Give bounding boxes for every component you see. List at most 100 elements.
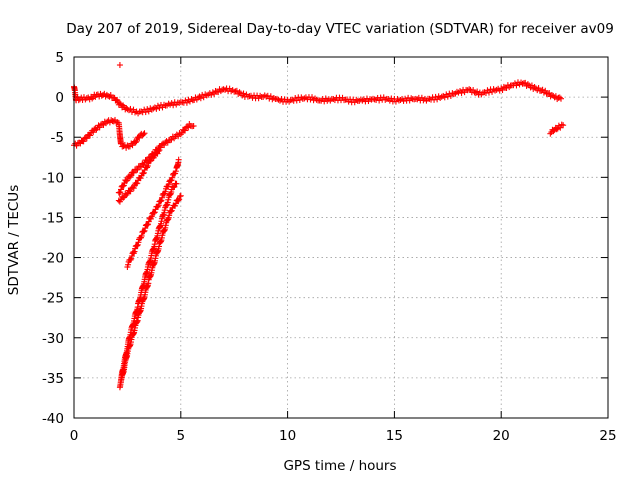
point-descending-arc-2 [120,194,127,201]
point-lower-band [96,124,103,131]
point-descending-arc-2 [123,192,130,199]
point-upper-band [96,93,103,100]
point-upper-band [522,79,529,86]
point-lower-band [140,131,147,138]
point-descending-arc-3 [127,256,134,263]
point-lower-band [104,118,111,125]
point-descending-arc-5 [168,207,175,214]
point-descending-arc-3 [155,202,162,209]
point-upper-band [153,105,160,112]
point-lower-band [132,139,139,146]
point-descending-arc-3 [162,188,169,195]
y-tick-label: -15 [42,210,64,226]
point-upper-band [535,85,542,92]
point-late-segment [553,126,560,133]
point-descending-arc-3 [125,261,132,268]
point-descending-arc-3 [175,156,182,163]
point-upper-band [170,102,177,109]
y-tick-label: -40 [42,411,64,427]
point-descending-arc-4 [171,183,178,190]
point-upper-band [471,89,478,96]
point-descending-arc-3 [130,249,137,256]
point-descending-arc-2 [134,180,141,187]
grid-lines [74,57,608,418]
point-descending-arc-1 [116,189,123,196]
point-upper-band [267,93,274,100]
point-descending-arc-1 [123,178,130,185]
point-descending-arc-2 [156,147,163,154]
x-tick-label: 20 [493,428,510,444]
point-late-segment [558,121,565,128]
point-descending-arc-3 [151,209,158,216]
point-descending-arc-1 [182,127,189,134]
point-outlier [116,62,123,69]
point-lower-band [126,143,133,150]
point-descending-arc-2 [130,185,137,192]
point-upper-band [195,94,202,101]
point-descending-arc-4 [173,180,180,187]
point-lower-band [90,129,97,136]
y-axis-label: SDTVAR / TECUs [6,185,22,295]
data-points [71,62,567,391]
point-descending-arc-3 [144,221,151,228]
point-descending-arc-5 [167,208,174,215]
point-upper-band [500,83,507,90]
point-descending-arc-2 [147,157,154,164]
point-upper-band [236,89,243,96]
point-descending-arc-3 [135,239,142,246]
point-upper-band [556,94,563,101]
point-descending-arc-1 [190,122,197,129]
point-descending-arc-2 [155,148,162,155]
point-descending-arc-1 [127,174,134,181]
point-lower-band [136,134,143,141]
point-upper-band [485,89,492,96]
point-descending-arc-1 [168,136,175,143]
point-descending-arc-3 [142,225,149,232]
point-descending-arc-3 [134,242,141,249]
x-tick-label: 25 [599,428,616,444]
point-upper-band [466,86,473,93]
point-lower-band [83,135,90,142]
point-descending-arc-3 [172,168,179,175]
point-descending-arc-3 [169,174,176,181]
point-upper-band [222,86,229,93]
point-upper-band [531,84,538,91]
point-upper-band [132,109,139,116]
point-descending-arc-5 [177,192,184,199]
point-descending-arc-1 [161,142,168,149]
point-descending-arc-3 [131,248,138,255]
point-upper-band [513,82,520,89]
point-upper-band [503,85,510,92]
point-descending-arc-1 [117,189,124,196]
point-descending-arc-1 [127,172,134,179]
point-descending-arc-1 [124,177,131,184]
point-upper-band [212,87,219,94]
x-tick-label: 15 [386,428,403,444]
point-upper-band [83,95,90,102]
point-upper-band [89,95,96,102]
point-upper-band [188,96,195,103]
point-upper-band [434,96,441,103]
x-axis-label: GPS time / hours [283,458,396,474]
y-tick-label: -25 [42,291,64,307]
point-upper-band [474,88,481,95]
point-upper-band [441,94,448,101]
point-descending-arc-3 [158,197,165,204]
point-descending-arc-2 [147,158,154,165]
point-upper-band [145,108,152,115]
point-upper-band [183,99,190,106]
point-upper-band [558,95,565,102]
point-descending-arc-3 [165,181,172,188]
point-descending-arc-3 [141,227,148,234]
point-lower-band [133,138,140,145]
point-lower-band [129,142,136,149]
point-descending-arc-3 [148,213,155,220]
point-descending-arc-1 [120,183,127,190]
point-descending-arc-2 [140,170,147,177]
point-upper-band [127,105,134,112]
point-descending-arc-2 [127,188,134,195]
y-tick-label: -10 [42,170,64,186]
y-tick-label: 0 [55,90,64,106]
x-tick-label: 10 [279,428,296,444]
